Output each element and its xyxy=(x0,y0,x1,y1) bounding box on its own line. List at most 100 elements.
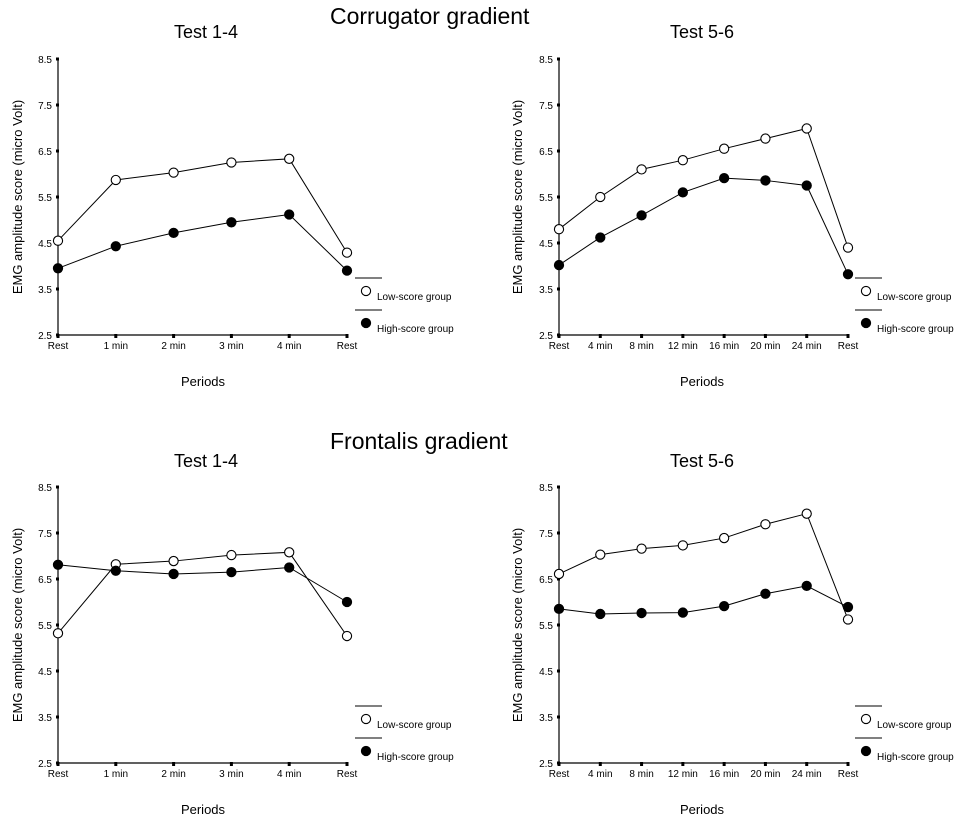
y-tick-label: 7.5 xyxy=(38,101,52,112)
x-tick-label: Rest xyxy=(549,341,570,352)
legend: Low-score group High-score group xyxy=(355,705,454,763)
chart-title: Test 1-4 xyxy=(174,451,238,471)
x-tick-mark xyxy=(229,762,233,766)
low-score-data-point xyxy=(553,224,565,235)
legend-low-score-label: Low-score group xyxy=(877,720,952,731)
high-score-data-point xyxy=(760,588,771,599)
low-score-data-point xyxy=(595,549,606,560)
x-tick-mark xyxy=(640,762,644,766)
y-tick-label: 7.5 xyxy=(38,529,52,540)
y-tick-mark xyxy=(557,149,560,153)
x-tick-label: 16 min xyxy=(709,341,739,352)
x-axis-label: Periods xyxy=(680,802,725,817)
corrugator-section-title: Corrugator gradient xyxy=(330,3,530,29)
legend-high-score-label: High-score group xyxy=(377,324,454,335)
y-tick-mark xyxy=(56,577,59,581)
x-tick-mark xyxy=(345,334,349,338)
y-tick-label: 2.5 xyxy=(539,331,553,342)
y-tick-label: 3.5 xyxy=(38,713,52,724)
x-tick-mark xyxy=(114,762,118,766)
low-score-data-point xyxy=(110,174,121,186)
high-score-data-point xyxy=(110,565,121,576)
high-score-data-point xyxy=(226,217,237,228)
y-tick-label: 2.5 xyxy=(38,331,52,342)
y-axis-label: EMG amplitude score (micro Volt) xyxy=(510,528,525,722)
high-score-data-point xyxy=(553,259,565,271)
y-tick-mark xyxy=(557,485,560,489)
low-score-data-point xyxy=(595,191,606,203)
x-tick-mark xyxy=(681,762,685,766)
y-tick-mark xyxy=(557,715,560,719)
y-tick-label: 4.5 xyxy=(539,239,553,250)
legend-high-score-marker xyxy=(360,745,372,757)
legend-high-score-marker xyxy=(860,317,872,329)
y-tick-mark xyxy=(557,669,560,673)
x-tick-mark xyxy=(722,334,726,338)
x-tick-label: 12 min xyxy=(668,341,698,352)
low-score-data-point xyxy=(677,155,689,166)
x-tick-mark xyxy=(345,762,349,766)
chart-4: Test 5-6 2.5 3.5 4.5 5.5 6.5 7.5 8.5 Rest 4 min 8 … xyxy=(510,451,954,817)
high-score-data-point xyxy=(553,603,565,615)
y-tick-label: 8.5 xyxy=(38,483,52,494)
low-score-data-point xyxy=(760,519,771,530)
low-score-data-point xyxy=(168,555,179,567)
x-tick-label: Rest xyxy=(48,341,69,352)
y-tick-label: 6.5 xyxy=(38,575,52,586)
y-axis-label: EMG amplitude score (micro Volt) xyxy=(510,100,525,294)
y-tick-label: 5.5 xyxy=(539,193,553,204)
legend-low-score-marker xyxy=(360,285,372,297)
legend-low-score-label: Low-score group xyxy=(377,292,452,303)
x-tick-mark xyxy=(172,334,176,338)
high-score-data-point xyxy=(718,600,730,612)
low-score-data-point xyxy=(760,133,771,144)
x-tick-mark xyxy=(805,334,809,338)
y-tick-label: 6.5 xyxy=(539,575,553,586)
y-tick-mark xyxy=(56,103,59,107)
high-score-series-line xyxy=(57,564,348,603)
low-score-data-point xyxy=(284,547,295,558)
y-tick-label: 3.5 xyxy=(539,285,553,296)
legend-high-score-label: High-score group xyxy=(877,752,954,763)
x-tick-mark xyxy=(640,334,644,338)
x-tick-label: 4 min xyxy=(588,341,612,352)
high-score-series-line xyxy=(558,585,849,615)
low-score-data-point xyxy=(553,568,565,580)
y-tick-mark xyxy=(56,623,59,627)
legend: Low-score group High-score group xyxy=(855,705,954,763)
y-axis-label: EMG amplitude score (micro Volt) xyxy=(10,528,25,722)
y-tick-label: 8.5 xyxy=(539,483,553,494)
y-tick-label: 2.5 xyxy=(38,759,52,770)
y-tick-label: 6.5 xyxy=(38,147,52,158)
x-tick-mark xyxy=(763,334,767,338)
y-tick-label: 7.5 xyxy=(539,101,553,112)
high-score-data-point xyxy=(636,210,647,221)
x-tick-label: Rest xyxy=(337,769,358,780)
high-score-data-point xyxy=(52,559,64,570)
y-tick-mark xyxy=(56,669,59,673)
legend-low-score-label: Low-score group xyxy=(877,292,952,303)
x-tick-label: Rest xyxy=(337,341,358,352)
high-score-data-point xyxy=(595,232,606,243)
x-tick-label: Rest xyxy=(838,341,859,352)
y-tick-mark xyxy=(557,195,560,199)
chart-title: Test 5-6 xyxy=(670,451,734,471)
low-score-data-point xyxy=(677,540,689,551)
high-score-data-point xyxy=(595,608,606,620)
low-score-data-point xyxy=(801,508,812,519)
x-tick-label: 4 min xyxy=(277,341,301,352)
high-score-data-point xyxy=(341,596,353,608)
x-tick-mark xyxy=(681,334,685,338)
high-score-series-line xyxy=(558,177,849,275)
legend-low-score-label: Low-score group xyxy=(377,720,452,731)
high-score-data-point xyxy=(284,562,295,573)
y-tick-label: 5.5 xyxy=(38,621,52,632)
x-tick-label: Rest xyxy=(48,769,69,780)
y-tick-label: 4.5 xyxy=(38,239,52,250)
x-tick-mark xyxy=(805,762,809,766)
x-tick-mark xyxy=(229,334,233,338)
low-score-data-point xyxy=(52,628,64,639)
x-tick-label: Rest xyxy=(549,769,570,780)
low-score-data-point xyxy=(341,630,353,642)
low-score-series-line xyxy=(57,158,348,253)
